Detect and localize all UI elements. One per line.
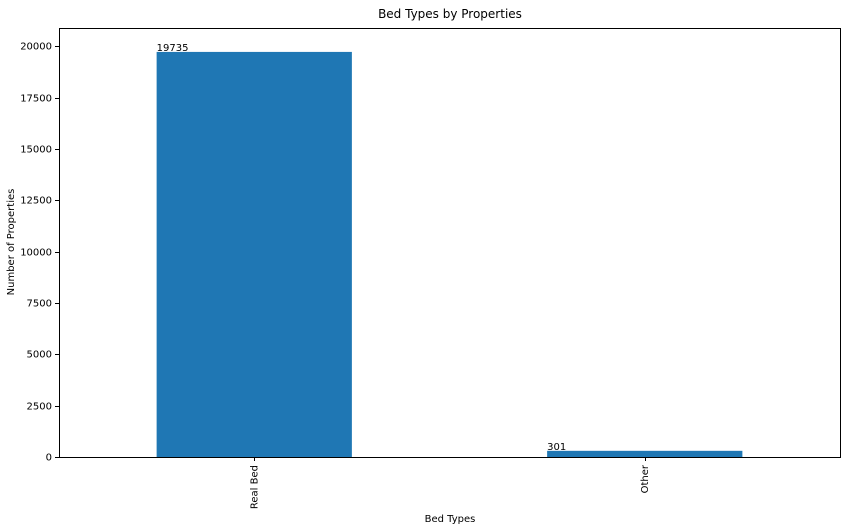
x-tick-label: Other [640, 464, 651, 493]
y-tick-label: 7500 [27, 299, 52, 310]
y-tick-label: 5000 [27, 350, 52, 361]
x-axis-label: Bed Types [425, 514, 476, 525]
bar [156, 51, 352, 458]
x-tick-label: Real Bed [249, 465, 260, 509]
x-axis-ticks: Real Bed Other [249, 457, 651, 509]
y-axis-ticks: 0 2500 5000 7500 10000 12500 15000 17500 20000 [20, 42, 59, 464]
y-tick-label: 20000 [20, 42, 52, 53]
y-tick-label: 2500 [27, 402, 52, 413]
data-labels: 19735 301 [157, 43, 567, 453]
y-tick-label: 12500 [20, 196, 52, 207]
bar [547, 450, 743, 457]
bar-value-label: 301 [547, 442, 566, 453]
chart-title: Bed Types by Properties [378, 7, 522, 21]
plot-frame [59, 28, 841, 458]
y-tick-label: 0 [46, 453, 52, 464]
y-tick-label: 10000 [20, 248, 52, 259]
y-axis-label: Number of Properties [6, 189, 17, 296]
bars [156, 51, 743, 458]
y-tick-label: 15000 [20, 145, 52, 156]
y-tick-label: 17500 [20, 94, 52, 105]
bar-value-label: 19735 [157, 43, 189, 54]
